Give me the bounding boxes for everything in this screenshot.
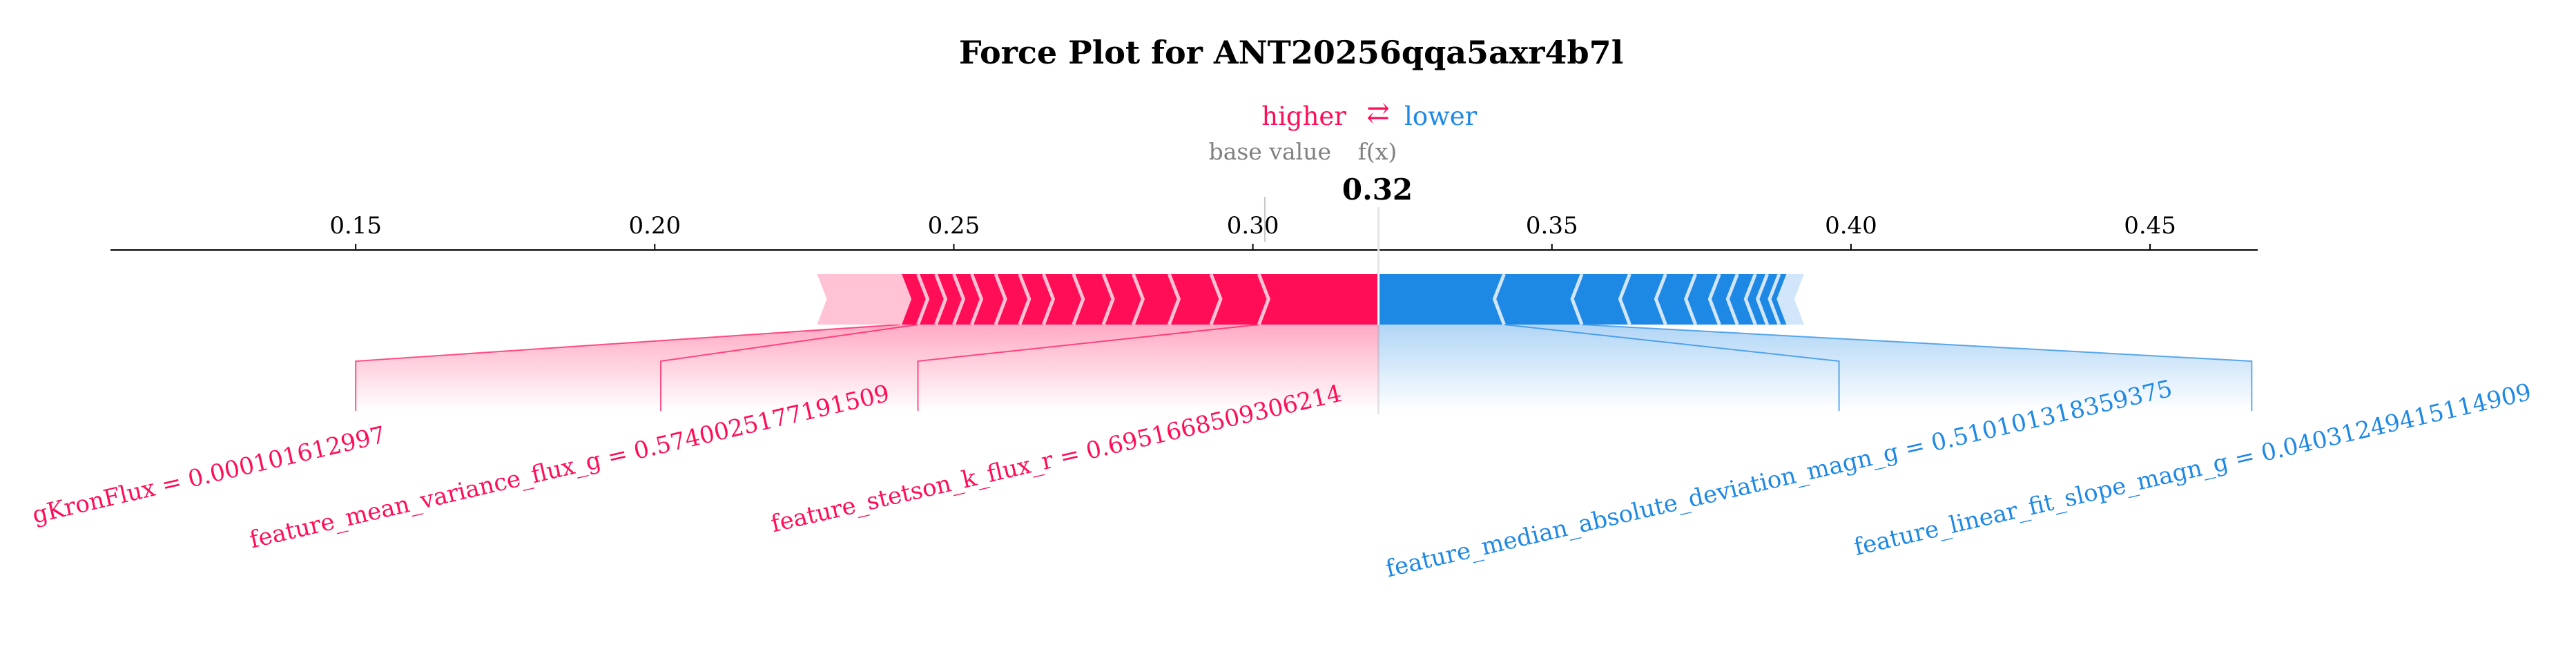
output-value-label: 0.32	[1342, 173, 1413, 206]
feature-connectors	[355, 324, 2253, 411]
positive-segment-separator	[952, 273, 966, 325]
x-tick-label: 0.45	[2124, 212, 2176, 240]
x-tick-label: 0.30	[1227, 212, 1279, 240]
negative-segment-separator	[1492, 273, 1506, 325]
positive-segment-separator	[1168, 273, 1181, 325]
negative-segment-separator	[1755, 273, 1769, 325]
positive-segment-separator	[1132, 273, 1145, 325]
negative-segment-separator	[1776, 273, 1790, 325]
positive-segment-separator	[1042, 273, 1056, 325]
negative-segment-separator	[1618, 273, 1631, 325]
negative-segment-separator	[1707, 273, 1721, 325]
positive-segment-separator	[916, 273, 930, 325]
feature-connector-line	[1504, 324, 1840, 411]
negative-segment-separator	[1743, 273, 1757, 325]
positive-segment-separator	[898, 273, 912, 325]
negative-segment-separator	[1570, 273, 1584, 325]
x-tick-label: 0.35	[1526, 212, 1578, 240]
negative-segment-separator	[1768, 273, 1781, 325]
positive-fan-shade	[356, 325, 1379, 411]
x-tick-label: 0.40	[1825, 212, 1877, 240]
force-bars	[817, 273, 1804, 325]
negative-fan-shade	[1378, 325, 2252, 411]
fx-label: f(x)	[1358, 138, 1397, 165]
negative-segment-separator	[1684, 273, 1698, 325]
negative-segment-separator	[1725, 273, 1739, 325]
legend-arrow-icon: ⇄	[1366, 97, 1390, 129]
legend-lower-label: lower	[1404, 102, 1478, 131]
positive-segment-separator	[1209, 273, 1223, 325]
positive-segment-separator	[970, 273, 984, 325]
positive-tail-bar	[817, 274, 931, 325]
x-tick-label: 0.15	[329, 212, 382, 240]
positive-segment-separator	[1072, 273, 1085, 325]
positive-segment-separator	[1018, 273, 1032, 325]
positive-segment-separator	[934, 273, 948, 325]
positive-segment-separator	[1257, 273, 1270, 325]
x-tick-label: 0.25	[928, 212, 980, 240]
feature-connector-line	[355, 324, 900, 411]
negative-force-bar	[1378, 274, 1788, 325]
negative-segment-separator	[1654, 273, 1667, 325]
positive-segment-separator	[1101, 273, 1115, 325]
x-tick-label: 0.20	[628, 212, 681, 240]
feature-connector-line	[917, 324, 1259, 411]
feature-connector-line	[659, 324, 918, 411]
chart-title: Force Plot for ANT20256qqa5axr4b7l	[959, 34, 1623, 71]
feature-connector-line	[1582, 324, 2253, 411]
base-value-label: base value	[1209, 138, 1331, 165]
legend-higher-label: higher	[1261, 102, 1346, 131]
positive-force-bar	[900, 274, 1379, 325]
positive-segment-separator	[994, 273, 1007, 325]
